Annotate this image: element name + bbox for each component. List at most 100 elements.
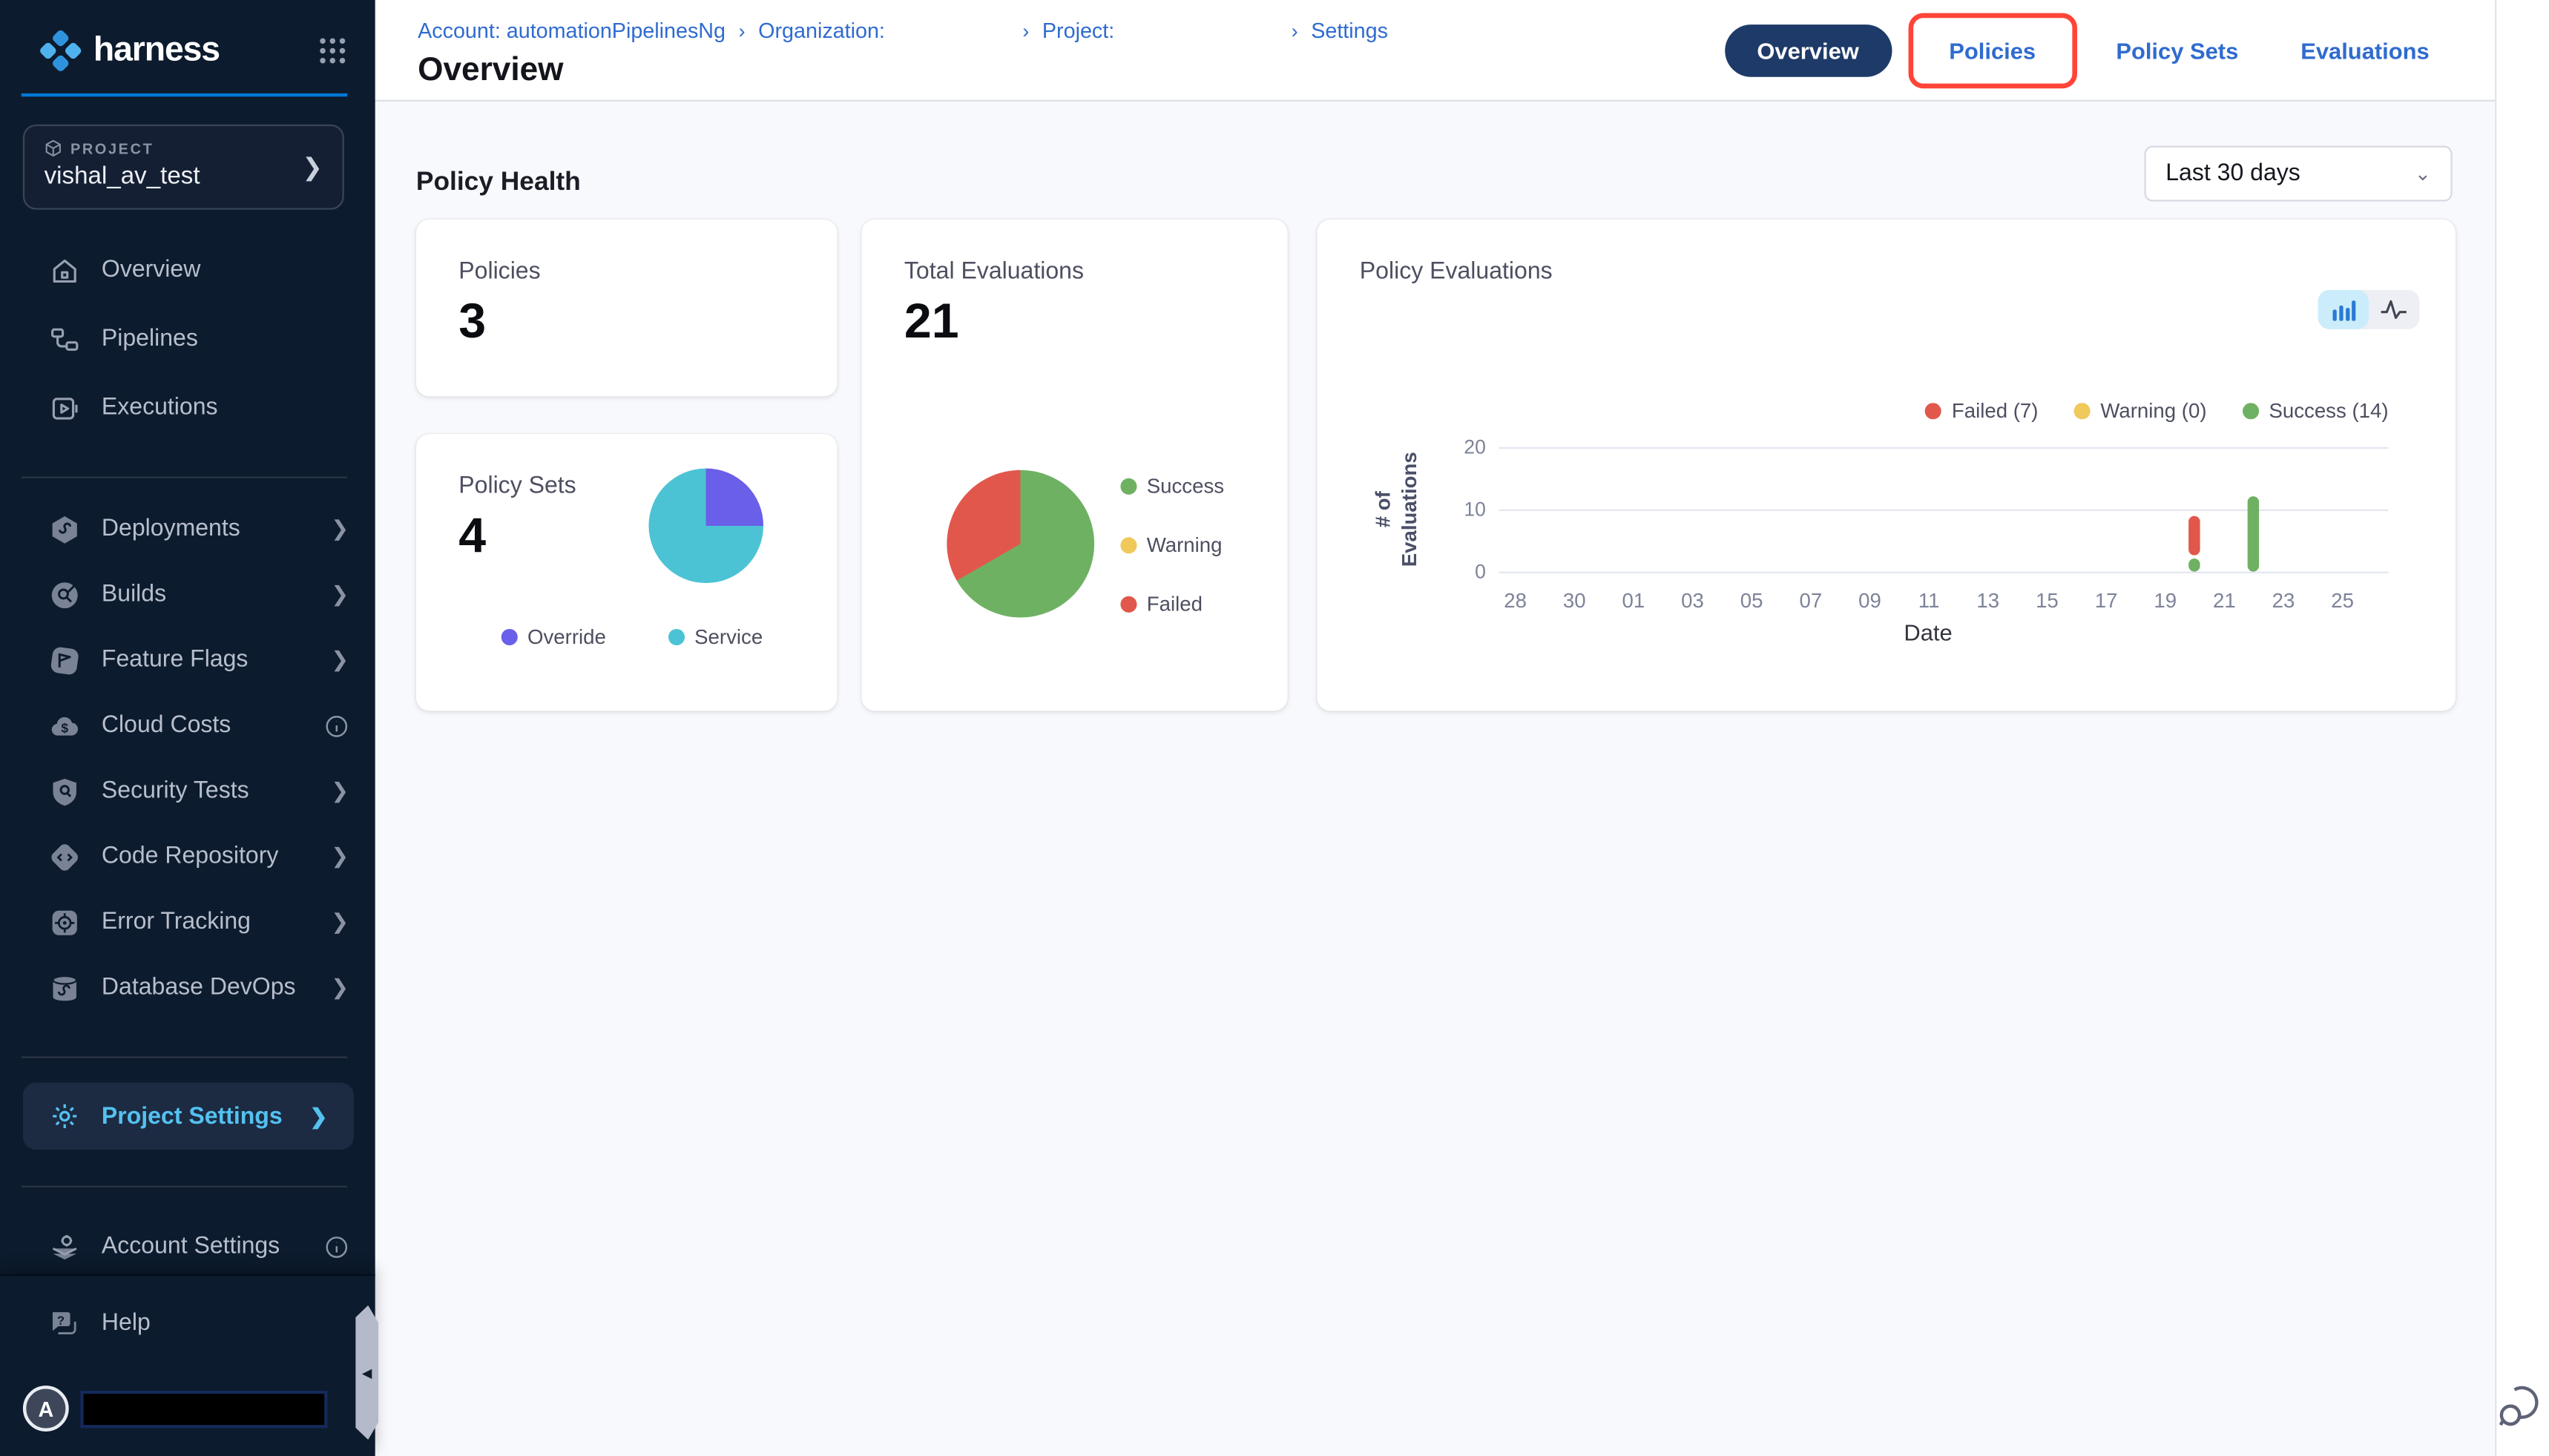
sidebar-item-cloud-costs[interactable]: $ Cloud Costs <box>0 693 375 758</box>
sidebar-item-error-tracking[interactable]: Error Tracking ❯ <box>0 889 375 955</box>
sidebar-item-label: Pipelines <box>101 326 198 352</box>
sidebar-item-project-settings[interactable]: Project Settings ❯ <box>22 1082 354 1150</box>
card-title: Policies <box>458 258 541 286</box>
bar-segment-success-day20[interactable] <box>2188 559 2201 572</box>
policy-sets-count: 4 <box>458 509 487 564</box>
legend-item-service: Service <box>668 626 763 648</box>
chevron-right-icon: › <box>1291 19 1298 42</box>
home-icon <box>53 258 76 282</box>
cube-icon <box>45 139 61 157</box>
sidebar-item-deployments[interactable]: Deployments ❯ <box>0 496 375 561</box>
info-icon <box>326 1236 348 1257</box>
avatar[interactable]: A <box>22 1386 69 1432</box>
project-name: vishal_av_test <box>44 162 200 191</box>
sidebar-collapse-handle[interactable]: ◀ <box>355 1305 379 1440</box>
section-title: Policy Health <box>415 168 581 197</box>
user-row[interactable]: A <box>22 1386 328 1432</box>
tab-overview[interactable]: Overview <box>1724 24 1892 77</box>
policy-evaluations-bar-chart: # of Evaluations Date 0 10 20 28 30 01 03 05 07 0… <box>1317 432 2456 711</box>
bar-chart-icon <box>2332 300 2356 320</box>
breadcrumb-project[interactable]: Project: <box>1042 18 1115 43</box>
legend-item-failed[interactable]: Failed (7) <box>1925 399 2039 423</box>
service-dot <box>668 628 685 646</box>
page-title: Overview <box>418 52 564 89</box>
sidebar-item-label: Project Settings <box>101 1103 283 1130</box>
sidebar-item-security-tests[interactable]: Security Tests ❯ <box>0 758 375 823</box>
error-tracking-icon <box>52 909 77 935</box>
x-axis-tick: 05 <box>1740 589 1763 613</box>
breadcrumb-settings[interactable]: Settings <box>1311 18 1388 43</box>
x-axis-tick: 28 <box>1504 589 1527 613</box>
feature-flags-icon <box>50 646 79 674</box>
x-axis-tick: 21 <box>2213 589 2236 613</box>
gridline <box>1499 447 2389 449</box>
chart-type-toggle <box>2318 289 2420 329</box>
sidebar-item-label: Code Repository <box>101 843 279 870</box>
policies-count: 3 <box>458 294 487 349</box>
deployments-icon <box>52 515 77 543</box>
chevron-down-icon: ⌄ <box>2414 162 2431 185</box>
sidebar-divider <box>21 1185 348 1187</box>
sidebar-item-label: Cloud Costs <box>101 712 231 739</box>
sidebar-item-executions[interactable]: Executions <box>0 373 375 442</box>
breadcrumb: Account: automationPipelinesNg › Organiz… <box>418 18 1388 42</box>
legend-label: Failed (7) <box>1951 399 2039 423</box>
collapse-left-icon: ◀ <box>361 1365 372 1380</box>
bar-segment-failed-day20[interactable] <box>2188 515 2201 556</box>
executions-icon <box>52 397 78 419</box>
policies-tab-highlight-annotation: Policies <box>1908 13 2077 89</box>
sidebar-item-label: Executions <box>101 395 218 421</box>
chevron-right-icon: ❯ <box>331 974 349 1000</box>
sidebar-divider <box>21 1056 348 1058</box>
sidebar-item-overview[interactable]: Overview <box>0 236 375 305</box>
sidebar-item-feature-flags[interactable]: Feature Flags ❯ <box>0 627 375 693</box>
project-selector[interactable]: PROJECT vishal_av_test ❯ <box>22 124 344 210</box>
warning-dot <box>1120 537 1137 554</box>
pipelines-icon <box>51 327 79 350</box>
bar-segment-success-day22[interactable] <box>2248 496 2260 572</box>
legend-item-warning[interactable]: Warning (0) <box>2074 400 2207 423</box>
y-axis-title: # of Evaluations <box>1372 452 1421 567</box>
legend-label: Override <box>527 625 606 649</box>
right-gutter <box>2495 0 2549 1456</box>
sidebar-item-label: Error Tracking <box>101 909 251 935</box>
x-axis-tick: 19 <box>2154 589 2177 613</box>
main-area: Account: automationPipelinesNg › Organiz… <box>375 0 2496 1456</box>
x-axis-tick: 23 <box>2272 589 2295 613</box>
tab-policies[interactable]: Policies <box>1949 37 2036 65</box>
bar-chart-toggle-button[interactable] <box>2318 289 2369 329</box>
chevron-right-icon: ❯ <box>331 909 349 934</box>
sidebar-item-builds[interactable]: Builds ❯ <box>0 561 375 627</box>
total-evaluations-legend: Success Warning Failed <box>1120 475 1224 616</box>
legend-item-success[interactable]: Success (14) <box>2243 400 2389 423</box>
sidebar-divider <box>21 476 348 478</box>
svg-text:$: $ <box>61 719 68 734</box>
x-axis-tick: 30 <box>1562 589 1586 613</box>
sidebar-item-code-repository[interactable]: Code Repository ❯ <box>0 824 375 889</box>
card-policies: Policies 3 <box>415 219 838 397</box>
card-title: Total Evaluations <box>904 258 1085 286</box>
total-evaluations-count: 21 <box>904 294 959 349</box>
sidebar-item-pipelines[interactable]: Pipelines <box>0 305 375 374</box>
sidebar-item-label: Account Settings <box>101 1233 280 1260</box>
sidebar-primary-nav: Overview Pipelines Executions <box>0 236 375 442</box>
line-chart-toggle-button[interactable] <box>2369 290 2419 329</box>
info-icon <box>326 714 348 737</box>
app-grid-icon[interactable] <box>316 34 349 67</box>
support-chat-icon[interactable] <box>2499 1383 2543 1432</box>
breadcrumb-account[interactable]: Account: automationPipelinesNg <box>418 18 726 43</box>
sidebar-item-account-settings[interactable]: Account Settings <box>0 1213 375 1279</box>
sidebar-item-label: Deployments <box>101 515 240 542</box>
chevron-right-icon: › <box>1022 19 1030 42</box>
sidebar-item-label: Help <box>101 1310 151 1337</box>
chevron-right-icon: ❯ <box>331 647 349 672</box>
tab-policy-sets[interactable]: Policy Sets <box>2116 37 2239 65</box>
sidebar-item-database-devops[interactable]: Database DevOps ❯ <box>0 955 375 1020</box>
date-range-select[interactable]: Last 30 days ⌄ <box>2144 145 2453 202</box>
tab-evaluations[interactable]: Evaluations <box>2300 37 2430 65</box>
success-dot <box>2243 403 2260 420</box>
breadcrumb-organization[interactable]: Organization: <box>758 18 885 43</box>
sidebar-item-help[interactable]: ? Help <box>0 1291 375 1356</box>
card-title: Policy Evaluations <box>1359 258 1553 286</box>
